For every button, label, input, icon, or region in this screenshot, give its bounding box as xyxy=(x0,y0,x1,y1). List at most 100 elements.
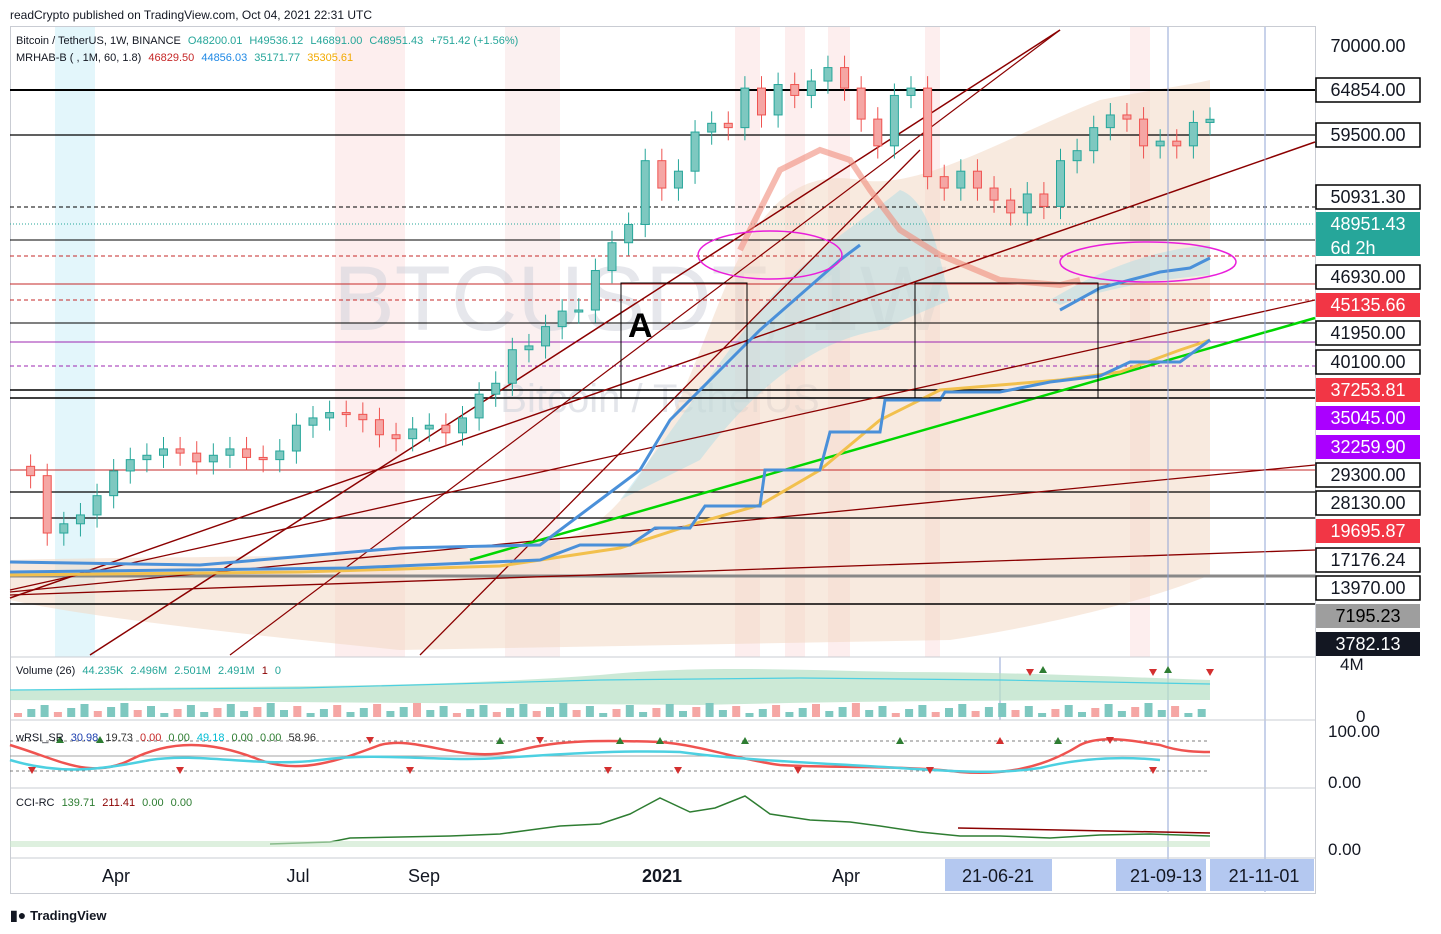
candle xyxy=(341,400,351,428)
price-label-text: 29300.00 xyxy=(1330,465,1405,485)
cci-divergence-line xyxy=(957,827,1211,834)
ohlc-close: C48951.43 xyxy=(369,35,424,47)
volume-bar xyxy=(399,707,408,717)
indicator-legend: MRHAB-B ( , 1M, 60, 1.8) 46829.50 44856.… xyxy=(16,52,357,64)
candle-body xyxy=(574,309,584,313)
time-marker-box xyxy=(945,859,1052,891)
candle xyxy=(142,443,152,473)
volume-bar xyxy=(1144,703,1153,717)
cci-value-4: 0.00 xyxy=(170,797,193,809)
candle xyxy=(474,382,484,431)
signal-arrow-icon xyxy=(1039,666,1047,673)
indicator-value-4: 35305.61 xyxy=(307,52,354,64)
price-label-countdown: 6d 2h xyxy=(1330,238,1375,258)
volume-bar xyxy=(53,712,62,717)
volume-bar xyxy=(1104,704,1113,717)
candle-body xyxy=(557,310,567,328)
candle-body xyxy=(175,448,185,454)
volume-bar xyxy=(200,712,209,717)
candle-body xyxy=(275,450,285,461)
candle-body xyxy=(109,470,119,497)
volume-legend: Volume (26) 44.235K 2.496M 2.501M 2.491M… xyxy=(16,665,285,677)
volume-axis-label: 0 xyxy=(1356,707,1365,726)
band-area xyxy=(10,80,1210,650)
volume-bar xyxy=(665,704,674,717)
cci-value-3: 0.00 xyxy=(142,797,164,809)
candle xyxy=(624,212,634,256)
candle-body xyxy=(889,94,899,147)
volume-bar xyxy=(346,712,355,717)
candle-body xyxy=(773,84,783,116)
candle xyxy=(208,443,218,475)
volume-bar xyxy=(492,712,501,717)
published-header: readCrypto published on TradingView.com,… xyxy=(10,8,372,22)
signal-arrow-icon xyxy=(96,736,104,743)
signal-arrow-icon xyxy=(536,737,544,744)
wrsi-axis-label: 100.00 xyxy=(1328,722,1380,741)
cloud-area xyxy=(620,190,950,500)
candle xyxy=(707,111,717,145)
volume-bar xyxy=(333,705,342,717)
signal-arrow-icon xyxy=(656,737,664,744)
signal-arrow-icon xyxy=(28,767,36,774)
price-label-box xyxy=(1315,184,1421,210)
candle xyxy=(59,511,69,546)
blue-ma-line xyxy=(9,243,861,567)
volume-bar xyxy=(1091,708,1100,717)
volume-ma-line xyxy=(9,677,1211,691)
volume-bar xyxy=(732,706,741,717)
ohlc-open: O48200.01 xyxy=(187,35,243,47)
volume-bar xyxy=(519,704,528,717)
volume-bar xyxy=(226,704,235,717)
trend-line xyxy=(419,149,921,656)
volume-bar xyxy=(1038,713,1047,717)
volume-bar xyxy=(572,710,581,717)
volume-bar xyxy=(718,710,727,717)
time-axis-tick: Apr xyxy=(102,866,130,886)
price-label-text: 64854.00 xyxy=(1330,80,1405,100)
candle-body xyxy=(1172,140,1182,147)
volume-bar xyxy=(466,709,475,717)
candle-body xyxy=(823,67,833,82)
volume-bar xyxy=(40,705,49,717)
candle xyxy=(557,299,567,340)
price-label: 7195.23 xyxy=(1316,604,1420,628)
volume-bar xyxy=(825,711,834,717)
price-label-text: 70000.00 xyxy=(1330,36,1405,56)
volume-bar xyxy=(439,706,448,717)
candle xyxy=(1188,110,1198,159)
candle xyxy=(972,159,982,201)
candle-body xyxy=(624,223,634,244)
wrsi-value-5: 49.18 xyxy=(196,732,225,744)
price-label: 40100.00 xyxy=(1315,349,1421,375)
candle-body xyxy=(524,345,534,351)
candle xyxy=(740,76,750,141)
candle-body xyxy=(391,434,401,440)
volume-bar xyxy=(1011,710,1020,717)
price-label: 32259.90 xyxy=(1316,435,1420,459)
volume-bar xyxy=(413,703,421,717)
volume-band xyxy=(10,668,1210,705)
price-label-text: 46930.00 xyxy=(1330,267,1405,287)
volume-value-1: 44.235K xyxy=(82,665,124,677)
candle xyxy=(989,176,999,213)
signal-arrow-icon xyxy=(604,767,612,774)
candle xyxy=(889,83,899,159)
price-label: 3782.13 xyxy=(1316,632,1420,656)
price-label-box xyxy=(1315,547,1421,573)
cci-value-1: 139.71 xyxy=(61,797,96,809)
cci-value-2: 211.41 xyxy=(102,797,136,809)
candle-body xyxy=(1139,118,1149,147)
candle xyxy=(723,111,733,141)
symbol-legend: Bitcoin / TetherUS, 1W, BINANCE O48200.0… xyxy=(16,35,522,47)
candle-body xyxy=(1205,118,1215,123)
candle xyxy=(1122,103,1132,132)
trend-line xyxy=(9,549,1316,596)
candle xyxy=(690,120,700,184)
candle-body xyxy=(291,424,301,452)
volume-bar xyxy=(160,713,169,717)
candle-body xyxy=(75,514,85,525)
price-label-box xyxy=(1315,264,1421,290)
wrsi-signal-line xyxy=(9,750,1161,774)
